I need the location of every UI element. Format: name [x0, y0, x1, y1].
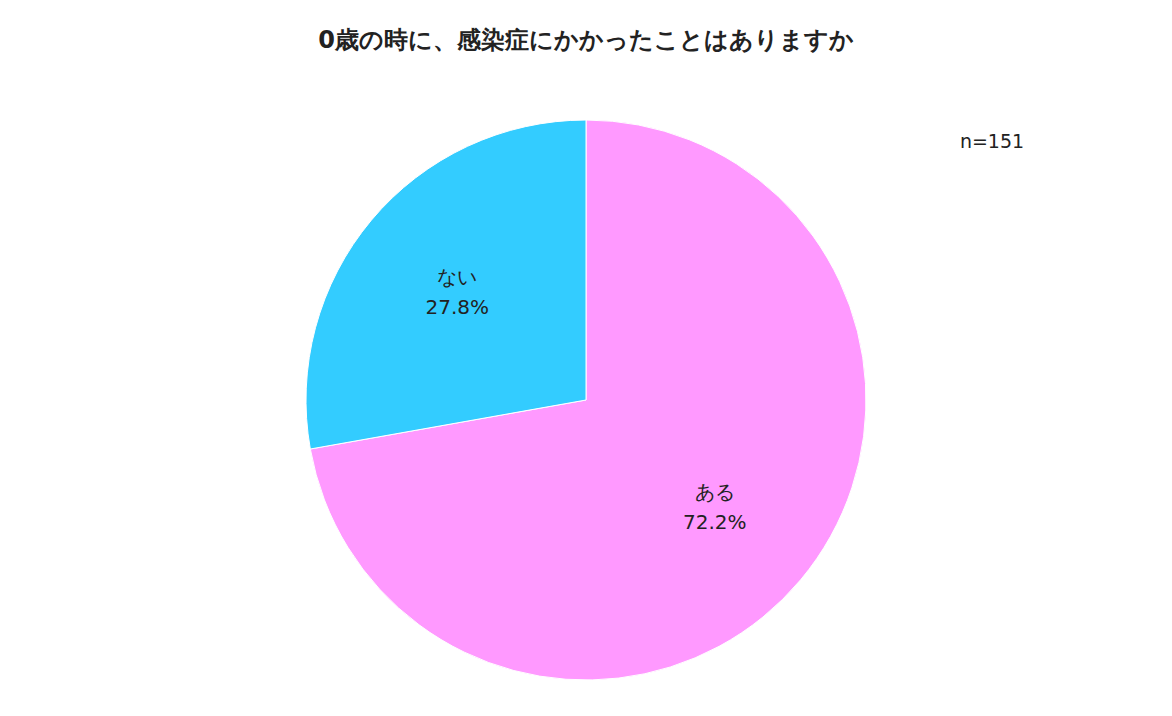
chart-container: 0歳の時に、感染症にかかったことはありますかある 72.2% ない 27.8% n=15… [0, 0, 1172, 716]
annotation: n=151 [960, 130, 1024, 152]
slices [306, 120, 866, 680]
title: 0歳の時に、感染症にかかったことはありますか [318, 26, 854, 54]
chart: 0歳の時に、感染症にかかったことはありますかある 72.2% ない 27.8% n=15… [0, 0, 1172, 716]
category-label: ある [695, 480, 735, 504]
value-label: 27.8% [425, 295, 489, 319]
pie-slice [306, 120, 586, 449]
category-label: ない [437, 265, 477, 289]
slice-labels: ある 72.2% ない 27.8% [425, 265, 746, 535]
value-label: 72.2% [683, 510, 747, 534]
